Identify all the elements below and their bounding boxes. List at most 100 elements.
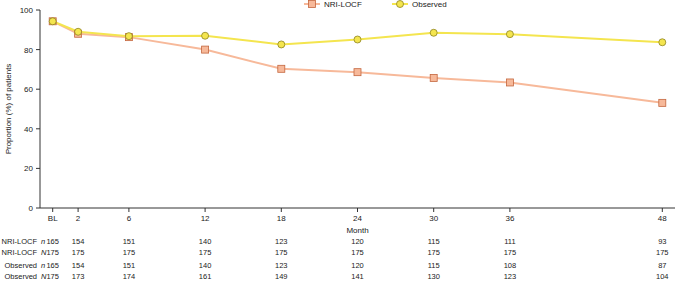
x-tick-label: BL xyxy=(48,214,58,223)
row-label: NRI-LOCF xyxy=(2,248,38,257)
table-cell: 115 xyxy=(428,261,440,270)
table-cell: 175 xyxy=(123,248,136,257)
series-line xyxy=(53,21,663,103)
table-cell: 120 xyxy=(351,261,364,270)
table-cell: 93 xyxy=(658,237,666,246)
row-label: NRI-LOCF xyxy=(2,237,38,246)
table-cell: 140 xyxy=(199,261,212,270)
table-cell: 151 xyxy=(123,261,136,270)
y-tick-label: 80 xyxy=(24,46,33,55)
marker xyxy=(659,99,666,106)
x-tick xyxy=(662,208,663,212)
table-cell: 175 xyxy=(351,248,364,257)
marker xyxy=(49,18,56,25)
table-cell: 140 xyxy=(199,237,212,246)
x-tick-label: 48 xyxy=(658,214,667,223)
x-tick xyxy=(78,208,79,212)
x-label: Month xyxy=(346,226,368,235)
table-cell: 175 xyxy=(275,248,288,257)
table-cell: 104 xyxy=(656,272,669,281)
marker xyxy=(354,69,361,76)
table-cell: 151 xyxy=(123,237,136,246)
data-group xyxy=(49,18,666,107)
legend-item: Observed xyxy=(392,0,447,9)
y-label: Proportion (%) of patients xyxy=(4,64,13,155)
marker xyxy=(49,18,56,25)
table-cell: 175 xyxy=(72,248,85,257)
table-cell: 175 xyxy=(504,248,517,257)
table-cell: 108 xyxy=(504,261,517,270)
table-cell: 165 xyxy=(46,237,59,246)
table-cell: 175 xyxy=(656,248,669,257)
table-cell: 175 xyxy=(199,248,212,257)
x-tick xyxy=(205,208,206,212)
x-tick-label: 36 xyxy=(505,214,514,223)
marker xyxy=(430,29,437,36)
marker xyxy=(659,39,666,46)
table-cell: 175 xyxy=(46,272,59,281)
table-cell: 130 xyxy=(427,272,440,281)
table-cell: 154 xyxy=(72,261,85,270)
x-tick-label: 12 xyxy=(201,214,210,223)
row-symbol: n xyxy=(41,237,45,246)
table-cell: 141 xyxy=(351,272,364,281)
x-tick xyxy=(52,208,53,212)
y-tick-label: 100 xyxy=(20,6,34,15)
y-tick-label: 0 xyxy=(29,204,34,213)
x-tick xyxy=(128,208,129,212)
legend-marker xyxy=(309,1,316,8)
x-tick-label: 2 xyxy=(76,214,81,223)
table-cell: 161 xyxy=(199,272,212,281)
y-tick xyxy=(36,208,40,209)
y-tick-label: 60 xyxy=(24,85,33,94)
marker xyxy=(202,32,209,39)
x-tick-label: 6 xyxy=(127,214,132,223)
x-tick-label: 24 xyxy=(353,214,362,223)
legend-label: Observed xyxy=(412,0,447,9)
table-cell: 154 xyxy=(72,237,85,246)
table-cell: 173 xyxy=(72,272,85,281)
table-cell: 111 xyxy=(504,237,515,246)
x-tick xyxy=(509,208,510,212)
x-tick xyxy=(281,208,282,212)
x-tick xyxy=(433,208,434,212)
legend-item: NRI-LOCF xyxy=(304,0,362,9)
table-cell: 175 xyxy=(427,248,440,257)
y-tick xyxy=(36,168,40,169)
marker xyxy=(506,79,513,86)
x-tick-label: 18 xyxy=(277,214,286,223)
legend-marker xyxy=(397,1,404,8)
x-tick xyxy=(357,208,358,212)
chart: 0 20 40 60 80 100 BL 2 6 12 18 24 30 36 48 Proportion (… xyxy=(0,0,677,290)
table-cell: 175 xyxy=(46,248,59,257)
marker xyxy=(75,28,82,35)
marker xyxy=(278,41,285,48)
row-symbol: n xyxy=(41,261,45,270)
legend-label: NRI-LOCF xyxy=(324,0,362,9)
marker xyxy=(125,33,132,40)
table-cell: 87 xyxy=(658,261,666,270)
x-tick-label: 30 xyxy=(429,214,438,223)
y-tick xyxy=(36,128,40,129)
table-cell: 149 xyxy=(275,272,288,281)
marker xyxy=(125,34,132,41)
y-tick xyxy=(36,49,40,50)
table-cell: 123 xyxy=(504,272,517,281)
y-tick-label: 40 xyxy=(24,125,33,134)
marker xyxy=(354,36,361,43)
y-axis xyxy=(40,10,41,208)
marker xyxy=(202,46,209,53)
marker xyxy=(506,31,513,38)
table-cell: 165 xyxy=(46,261,59,270)
table-cell: 174 xyxy=(123,272,136,281)
row-label: Observed xyxy=(4,272,37,281)
y-tick-label: 20 xyxy=(24,164,33,173)
table-cell: 123 xyxy=(275,237,288,246)
row-label: Observed xyxy=(4,261,37,270)
series-line xyxy=(53,21,663,44)
marker xyxy=(278,65,285,72)
table-cell: 115 xyxy=(428,237,440,246)
marker xyxy=(430,74,437,81)
y-tick xyxy=(36,89,40,90)
table-cell: 120 xyxy=(351,237,364,246)
